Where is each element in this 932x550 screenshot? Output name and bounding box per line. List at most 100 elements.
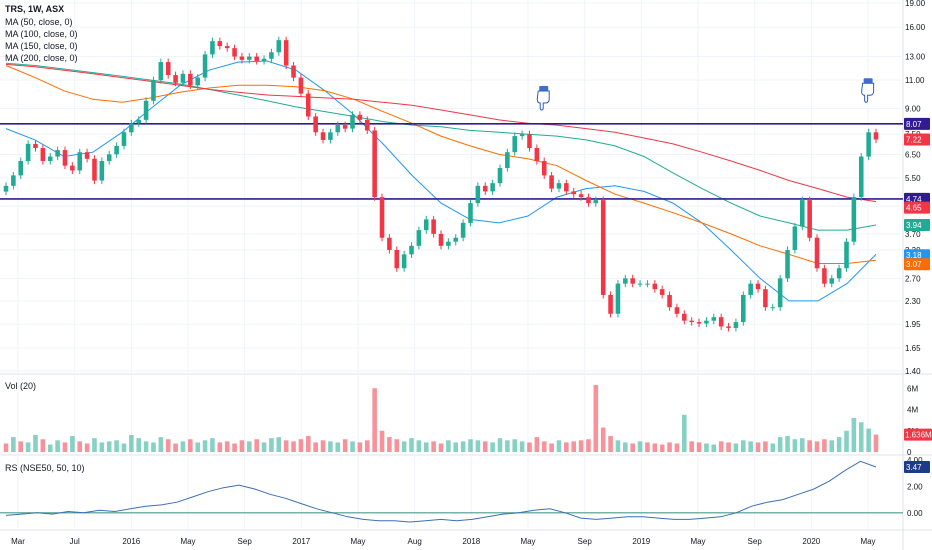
volume-bar: [188, 439, 193, 452]
volume-bar: [785, 436, 790, 452]
volume-bar: [306, 436, 311, 452]
volume-bar: [158, 437, 164, 452]
volume-legend[interactable]: Vol (20): [5, 381, 36, 391]
candle-body: [11, 175, 16, 186]
volume-bar: [711, 444, 717, 452]
ma-legend-200[interactable]: MA (200, close, 0): [5, 53, 78, 63]
volume-bar: [335, 442, 341, 452]
candle-body: [799, 200, 805, 227]
volume-bar: [822, 439, 827, 452]
time-tick-label: Jul: [70, 537, 80, 546]
volume-bar: [866, 428, 871, 452]
candle-body: [409, 245, 414, 255]
price-tick-label: 3.70: [905, 230, 921, 239]
candle-body: [814, 237, 820, 269]
candle-body: [180, 73, 186, 83]
volume-bar: [630, 443, 635, 452]
volume-bar: [409, 438, 414, 452]
price-tick-label: 16.00: [905, 23, 926, 32]
candle-body: [556, 183, 562, 189]
candles: [3, 36, 879, 332]
volume-bar: [748, 441, 753, 452]
candle-body: [18, 161, 24, 176]
candle-body: [114, 145, 119, 155]
price-tick-label: 2.70: [905, 274, 921, 283]
volume-bar: [423, 442, 429, 452]
candle-body: [667, 294, 672, 308]
candle-body: [866, 132, 871, 157]
price-tick-label: 19.00: [905, 0, 926, 8]
ma-legend-50[interactable]: MA (50, close, 0): [5, 17, 73, 27]
candle-body: [527, 134, 532, 148]
volume-bar: [291, 441, 296, 452]
candle-body: [460, 222, 466, 238]
volume-bar: [143, 441, 149, 452]
volume-bar: [490, 442, 495, 452]
candle-body: [99, 161, 105, 181]
time-tick-label: Sep: [578, 537, 593, 546]
rs-tick-label: 0.00: [907, 509, 923, 518]
candle-body: [92, 158, 97, 181]
volume-bar: [770, 443, 776, 452]
candle-body: [446, 241, 451, 246]
volume-bar: [829, 440, 835, 452]
candle-body: [851, 197, 857, 242]
candle-body: [438, 233, 444, 246]
candle-body: [549, 175, 554, 189]
volume-bar: [586, 439, 591, 452]
ma-legend-150[interactable]: MA (150, close, 0): [5, 41, 78, 51]
volume-bar: [387, 437, 392, 452]
candle-body: [158, 62, 164, 81]
volume-bar: [202, 440, 208, 452]
volume-bar: [328, 441, 333, 452]
price-badge-label: 3.94: [906, 221, 922, 230]
candle-body: [247, 56, 252, 60]
candle-body: [844, 241, 849, 269]
candle-body: [490, 183, 495, 192]
price-tick-label: 5.50: [905, 174, 921, 183]
price-badge: [904, 201, 930, 214]
volume-bar: [438, 443, 444, 452]
volume-bar: [151, 442, 156, 452]
price-tick-label: 1.40: [905, 367, 921, 376]
volume-bar: [741, 440, 746, 452]
volume-bar: [416, 440, 422, 452]
volume-bar: [578, 440, 584, 452]
volume-bar: [276, 437, 282, 452]
volume-bar: [505, 440, 510, 452]
candle-body: [785, 250, 790, 279]
rs-legend[interactable]: RS (NSE50, 50, 10): [5, 463, 85, 473]
time-tick-label: 2019: [632, 537, 650, 546]
time-tick-label: Mar: [11, 537, 25, 546]
rs-line: [5, 460, 877, 523]
volume-bar: [718, 441, 724, 452]
time-tick-label: 2016: [122, 537, 140, 546]
candle-body: [704, 320, 709, 324]
candle-body: [689, 320, 694, 323]
candle-body: [792, 226, 798, 251]
volume-bar: [527, 442, 532, 452]
candle-body: [401, 254, 407, 269]
price-tick-label: 2.30: [905, 297, 921, 306]
price-badge-label: 7.22: [906, 136, 922, 145]
volume-bar: [372, 388, 377, 452]
volume-bar: [129, 435, 134, 452]
candle-body: [283, 40, 289, 66]
volume-bar: [18, 441, 24, 452]
candle-body: [84, 152, 90, 159]
candle-body: [645, 283, 650, 285]
volume-bar: [25, 442, 31, 452]
time-tick-label: 2017: [292, 537, 310, 546]
symbol-legend[interactable]: TRS, 1W, ASX: [5, 4, 64, 14]
volume-bar: [239, 440, 245, 452]
ma-legend-100[interactable]: MA (100, close, 0): [5, 29, 78, 39]
volume-bar: [180, 441, 186, 452]
volume-bar: [763, 441, 768, 452]
pointing-hand-icon: [536, 86, 550, 111]
candle-body: [239, 56, 245, 60]
candle-body: [505, 152, 510, 169]
candle-body: [320, 132, 326, 140]
price-badge-label: 3.18: [906, 251, 922, 260]
volume-bar: [608, 436, 613, 452]
